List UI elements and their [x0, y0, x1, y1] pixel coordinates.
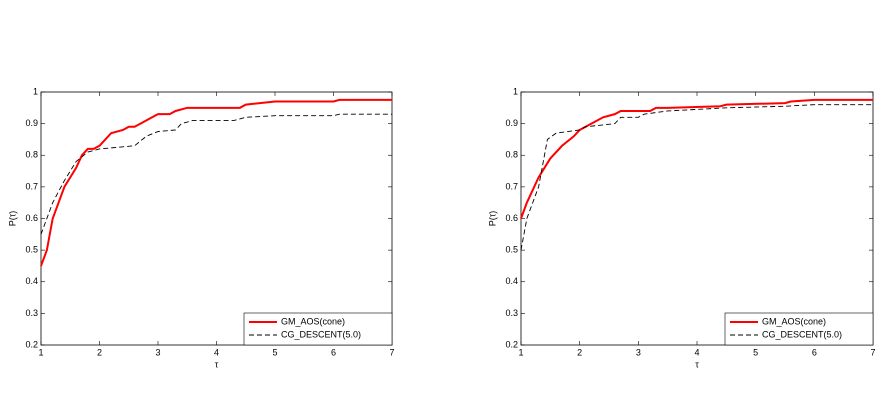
y-tick-label: 0.2 — [505, 339, 518, 349]
x-tick-label: 5 — [272, 347, 277, 357]
x-tick-label: 2 — [97, 347, 102, 357]
x-tick-label: 2 — [577, 347, 582, 357]
y-tick-label: 0.5 — [25, 245, 38, 255]
series-line — [40, 113, 392, 235]
x-tick-label: 4 — [694, 347, 699, 357]
x-tick-label: 6 — [331, 347, 336, 357]
x-tick-label: 1 — [38, 347, 43, 357]
legend-label: CG_DESCENT(5.0) — [762, 329, 842, 339]
y-tick-label: 0.8 — [25, 150, 38, 160]
y-tick-label: 0.9 — [25, 118, 38, 128]
y-tick-label: 0.2 — [25, 339, 38, 349]
x-tick-label: 7 — [389, 347, 394, 357]
y-tick-label: 0.5 — [505, 245, 518, 255]
y-axis-label: P(τ) — [7, 211, 17, 227]
y-tick-label: 1 — [33, 86, 38, 96]
legend-label: CG_DESCENT(5.0) — [281, 329, 361, 339]
plot-area — [520, 91, 874, 346]
x-tick-label: 5 — [753, 347, 758, 357]
legend-box — [724, 312, 874, 346]
y-tick-label: 0.6 — [505, 213, 518, 223]
y-tick-label: 0.4 — [25, 276, 38, 286]
y-tick-label: 0.4 — [505, 276, 518, 286]
x-axis-label: τ — [215, 359, 219, 369]
y-tick-label: 0.3 — [25, 308, 38, 318]
legend-box — [243, 312, 393, 346]
x-tick-label: 4 — [214, 347, 219, 357]
y-axis-label: P(τ) — [487, 211, 497, 227]
y-tick-label: 0.7 — [505, 181, 518, 191]
x-tick-label: 3 — [636, 347, 641, 357]
y-tick-label: 0.9 — [505, 118, 518, 128]
x-tick-label: 3 — [155, 347, 160, 357]
x-tick-label: 6 — [812, 347, 817, 357]
y-tick-label: 0.7 — [25, 181, 38, 191]
series-line — [520, 98, 873, 219]
y-tick-label: 0.6 — [25, 213, 38, 223]
y-tick-label: 1 — [513, 86, 518, 96]
series-line — [40, 98, 392, 267]
legend-label: GM_AOS(cone) — [281, 316, 345, 326]
plot-area — [40, 91, 393, 346]
legend-label: GM_AOS(cone) — [762, 316, 826, 326]
series-line — [520, 104, 873, 251]
x-axis-label: τ — [695, 359, 699, 369]
y-tick-label: 0.3 — [505, 308, 518, 318]
y-tick-label: 0.8 — [505, 150, 518, 160]
x-tick-label: 7 — [870, 347, 875, 357]
x-tick-label: 1 — [518, 347, 523, 357]
